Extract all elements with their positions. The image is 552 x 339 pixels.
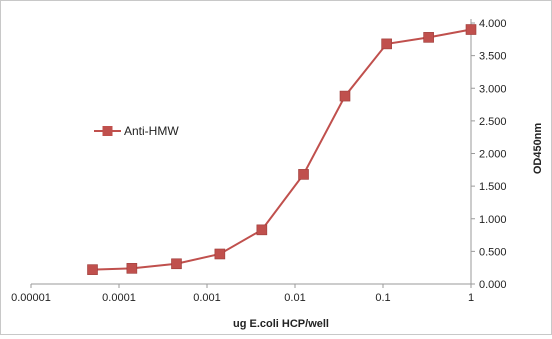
series-layer	[87, 24, 477, 275]
x-axis-title: ug E.coli HCP/well	[233, 318, 329, 330]
y-tick-label: 2.000	[479, 149, 507, 161]
data-point	[126, 263, 138, 274]
y-tick-label: 1.000	[479, 214, 507, 226]
data-point	[423, 32, 434, 43]
data-point	[256, 224, 268, 236]
x-tick-label: 1	[468, 292, 474, 304]
x-axis-ticks: 0.00001 0.0001 0.001 0.01 0.1 1	[11, 284, 474, 304]
y-axis-ticks: 0.000 0.500 1.000 1.500 2.000 2.500 3.000 3.500…	[471, 18, 507, 291]
y-tick-label: 1.500	[479, 181, 507, 193]
data-point	[298, 169, 309, 180]
x-tick-label: 0.001	[193, 292, 221, 304]
y-tick-label: 4.000	[479, 18, 507, 30]
y-tick-label: 3.500	[479, 51, 507, 63]
y-tick-label: 0.000	[479, 279, 507, 291]
x-tick-label: 0.1	[375, 292, 390, 304]
data-point	[339, 90, 351, 102]
legend-label: Anti-HMW	[124, 124, 179, 138]
data-point	[214, 248, 226, 260]
data-point	[171, 258, 182, 270]
legend: Anti-HMW	[94, 124, 179, 138]
y-tick-label: 3.000	[479, 83, 507, 95]
y-axis-title: OD450nm	[532, 123, 544, 175]
data-point	[465, 24, 477, 35]
x-tick-label: 0.01	[284, 292, 305, 304]
legend-marker	[102, 126, 113, 136]
series-line	[92, 28, 472, 271]
data-point	[381, 38, 392, 50]
y-tick-label: 0.500	[479, 246, 507, 258]
axes	[31, 19, 472, 285]
y-tick-label: 2.500	[479, 116, 507, 128]
x-tick-label: 0.00001	[11, 292, 51, 304]
line-chart: 0.00001 0.0001 0.001 0.01 0.1 1 0.000 0.500 1.0…	[11, 18, 544, 330]
data-point	[87, 264, 98, 275]
x-tick-label: 0.0001	[102, 292, 136, 304]
